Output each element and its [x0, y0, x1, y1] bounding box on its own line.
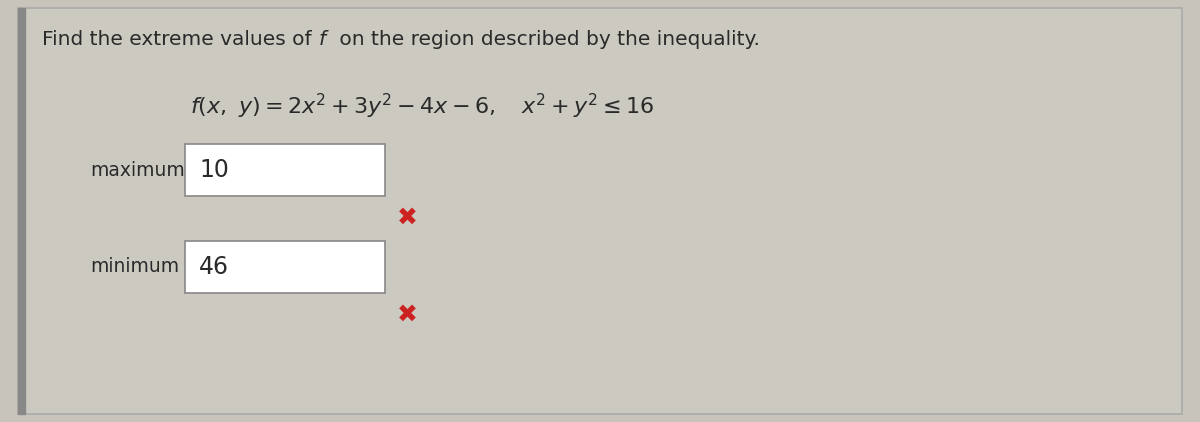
Text: 46: 46	[199, 255, 229, 279]
Text: Find the extreme values of: Find the extreme values of	[42, 30, 318, 49]
Text: 10: 10	[199, 158, 229, 182]
FancyBboxPatch shape	[18, 8, 1182, 414]
FancyBboxPatch shape	[185, 144, 385, 196]
FancyBboxPatch shape	[185, 241, 385, 293]
Text: $f(x,\ y) = 2x^2 + 3y^2 - 4x - 6, \quad x^2 + y^2 \leq 16$: $f(x,\ y) = 2x^2 + 3y^2 - 4x - 6, \quad …	[190, 92, 654, 121]
Text: ✖: ✖	[396, 303, 418, 327]
Text: maximum: maximum	[90, 160, 185, 179]
Text: f: f	[319, 30, 326, 49]
Text: on the region described by the inequality.: on the region described by the inequalit…	[334, 30, 760, 49]
Text: ✖: ✖	[396, 206, 418, 230]
Text: minimum: minimum	[90, 257, 179, 276]
Bar	[18, 8, 25, 414]
